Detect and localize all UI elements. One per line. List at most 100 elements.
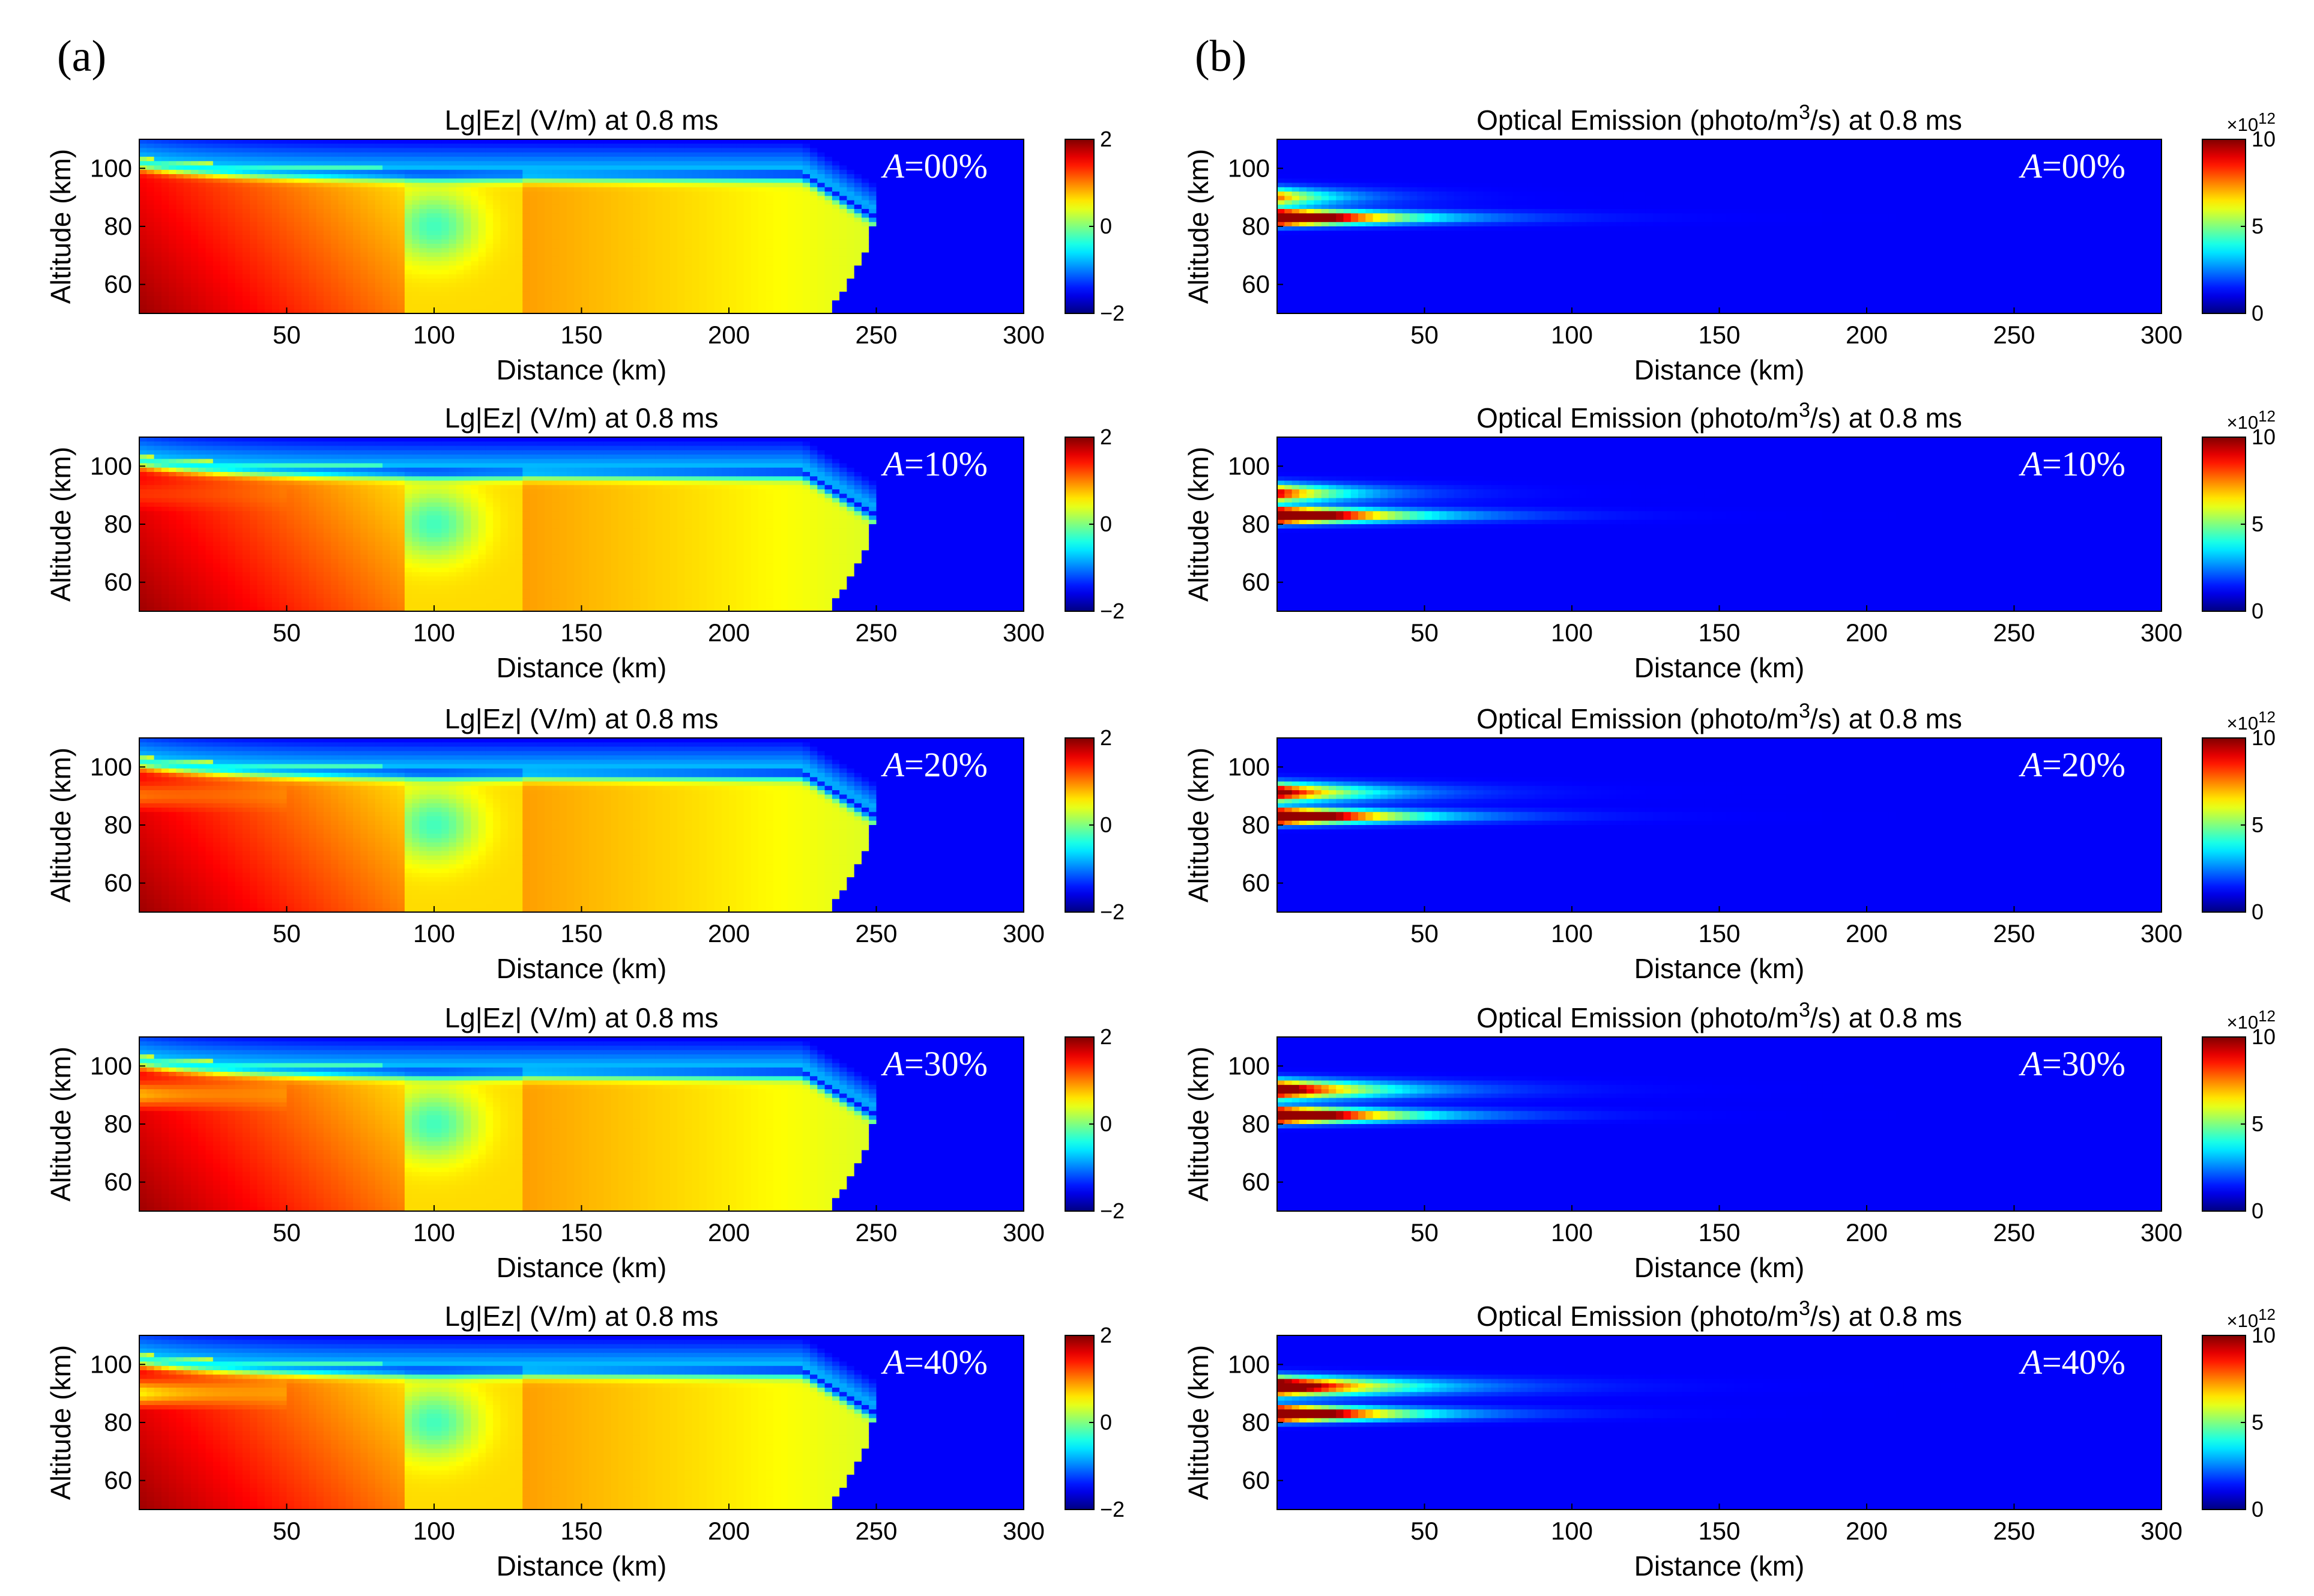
heatmap-cell <box>139 279 147 283</box>
heatmap-cell <box>228 292 235 297</box>
heatmap-cell <box>154 166 162 171</box>
heatmap-cell <box>162 178 169 183</box>
heatmap-cell <box>243 248 250 253</box>
heatmap-cell <box>154 226 162 231</box>
heatmap-cell <box>176 222 184 227</box>
heatmap-cell <box>169 274 177 279</box>
heatmap-cell <box>220 283 228 288</box>
heatmap-cell <box>272 201 280 205</box>
heatmap-cell <box>243 240 250 244</box>
heatmap-cell <box>250 283 258 288</box>
heatmap-cell <box>235 218 243 223</box>
heatmap-cell <box>139 300 147 305</box>
heatmap-cell <box>213 296 221 301</box>
heatmap-cell <box>184 205 192 210</box>
heatmap-cell <box>235 257 243 262</box>
heatmap-cell <box>220 144 228 148</box>
heatmap-cell <box>147 244 154 249</box>
heatmap-cell <box>257 174 265 179</box>
heatmap-cell <box>250 201 258 205</box>
heatmap-cell <box>257 226 265 231</box>
heatmap-cell <box>220 153 228 157</box>
heatmap-cell <box>162 183 169 188</box>
heatmap-cell <box>176 257 184 262</box>
heatmap-cell <box>235 178 243 183</box>
heatmap-cell <box>213 209 221 214</box>
heatmap-cell <box>257 183 265 188</box>
heatmap-cell <box>169 226 177 231</box>
heatmap-cell <box>191 235 199 240</box>
heatmap-cell <box>220 161 228 166</box>
heatmap-cell <box>139 288 147 292</box>
heatmap-cell <box>169 279 177 283</box>
heatmap-cell <box>184 218 192 223</box>
heatmap-cell <box>176 196 184 201</box>
figure: (a) (b) Lg|Ez| (V/m) at 0.8 msA=00%50 100… <box>0 0 2314 1596</box>
heatmap-cell <box>220 248 228 253</box>
heatmap-cell <box>228 235 235 240</box>
heatmap-cell <box>228 288 235 292</box>
heatmap-cell <box>265 292 273 297</box>
heatmap-cell <box>235 283 243 288</box>
heatmap-cell <box>228 170 235 175</box>
heatmap-cell <box>213 144 221 148</box>
heatmap-cell <box>265 178 273 183</box>
heatmap-cell <box>235 201 243 205</box>
heatmap-cell <box>184 201 192 205</box>
heatmap-cell <box>257 300 265 305</box>
heatmap-cell <box>272 205 280 210</box>
subplot-ez-0: Lg|Ez| (V/m) at 0.8 msA=00%50 100 150 200 25… <box>45 104 1125 385</box>
heatmap-cell <box>206 213 214 218</box>
heatmap-cell <box>213 183 221 188</box>
heatmap-cell <box>169 288 177 292</box>
heatmap-cell <box>154 161 162 166</box>
heatmap-cell <box>147 226 154 231</box>
heatmap-cell <box>213 253 221 258</box>
heatmap-cell <box>139 283 147 288</box>
heatmap-cell <box>228 183 235 188</box>
heatmap-cell <box>213 139 221 144</box>
heatmap-cell <box>176 292 184 297</box>
heatmap-cell <box>154 257 162 262</box>
heatmap-cell <box>257 248 265 253</box>
heatmap-cell <box>250 292 258 297</box>
heatmap-cell <box>213 240 221 244</box>
heatmap-cell <box>257 148 265 153</box>
heatmap-cell <box>139 265 147 270</box>
heatmap-cell <box>139 170 147 175</box>
heatmap-cell <box>176 187 184 192</box>
heatmap-cell <box>139 305 147 310</box>
heatmap-cell <box>139 257 147 262</box>
heatmap-cell <box>139 201 147 205</box>
heatmap-cell <box>198 166 206 171</box>
heatmap-cell <box>176 192 184 196</box>
heatmap-cell <box>191 148 199 153</box>
heatmap-cell <box>265 265 273 270</box>
heatmap-cell <box>257 253 265 258</box>
heatmap-cell <box>162 288 169 292</box>
heatmap-cell <box>206 205 214 210</box>
heatmap-cell <box>139 296 147 301</box>
heatmap-cell <box>147 157 154 162</box>
heatmap-cell <box>184 292 192 297</box>
heatmap-cell <box>243 283 250 288</box>
heatmap-cell <box>272 248 280 253</box>
heatmap-cell <box>176 231 184 235</box>
heatmap-cell <box>243 161 250 166</box>
heatmap-cell <box>235 248 243 253</box>
heatmap-cell <box>235 296 243 301</box>
heatmap-cell <box>250 170 258 175</box>
heatmap-cell <box>191 296 199 301</box>
heatmap-cell <box>169 170 177 175</box>
heatmap-cell <box>257 187 265 192</box>
heatmap-cell <box>176 144 184 148</box>
heatmap-cell <box>198 253 206 258</box>
heatmap-cell <box>147 265 154 270</box>
heatmap-cell <box>250 209 258 214</box>
heatmap-cell <box>243 288 250 292</box>
heatmap-cell <box>250 222 258 227</box>
heatmap-cell <box>272 174 280 179</box>
heatmap-cell <box>250 248 258 253</box>
heatmap-cell <box>243 187 250 192</box>
heatmap-cell <box>206 253 214 258</box>
